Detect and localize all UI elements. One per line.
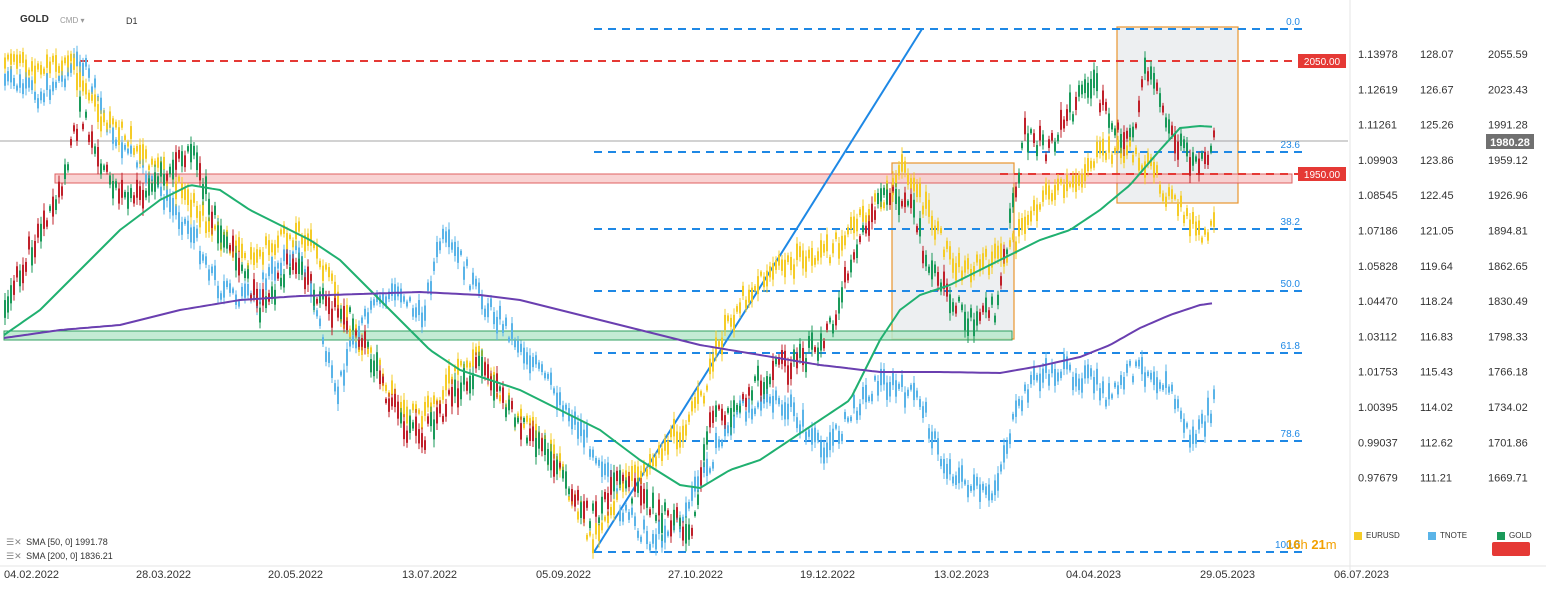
legend-eurusd: EURUSD (1354, 531, 1400, 540)
x-axis-tick: 20.05.2022 (268, 569, 323, 581)
axis-tick-tnote: 118.24 (1420, 296, 1453, 308)
price-label-1950: 1950.00 (1298, 167, 1346, 181)
symbol-label: GOLD (20, 14, 49, 25)
axis-tick-gold: 1701.86 (1488, 437, 1528, 449)
x-axis-tick: 04.02.2022 (4, 569, 59, 581)
axis-tick-gold: 1926.96 (1488, 190, 1528, 202)
axis-tick-tnote: 114.02 (1420, 402, 1453, 414)
axis-tick-tnote: 115.43 (1420, 367, 1453, 379)
axis-tick-tnote: 111.21 (1420, 473, 1452, 485)
axis-tick-eurusd: 1.05828 (1358, 261, 1398, 273)
fib-label-23.6: 23.6 (1281, 140, 1301, 151)
axis-tick-gold: 2055.59 (1488, 49, 1528, 61)
axis-tick-gold: 1894.81 (1488, 226, 1528, 238)
x-axis-tick: 05.09.2022 (536, 569, 591, 581)
svg-text:1950.00: 1950.00 (1304, 170, 1341, 181)
axis-tick-eurusd: 1.11261 (1358, 120, 1397, 132)
x-axis-tick: 13.02.2023 (934, 569, 989, 581)
axis-tick-gold: 1830.49 (1488, 296, 1528, 308)
sma-200-line (3, 290, 1213, 375)
axis-tick-eurusd: 1.13978 (1358, 49, 1398, 61)
series-eurusd (4, 47, 1215, 559)
axis-tick-eurusd: 1.12619 (1358, 84, 1398, 96)
legend-tnote: TNOTE (1428, 531, 1467, 540)
axis-tick-gold: 1798.33 (1488, 331, 1528, 343)
axis-tick-gold: 1862.65 (1488, 261, 1528, 273)
price-label-2050: 2050.00 (1298, 54, 1346, 68)
x-axis-tick: 06.07.2023 (1334, 569, 1389, 581)
candle-countdown: 16h 21m (1286, 537, 1337, 552)
fib-label-61.8: 61.8 (1281, 341, 1301, 352)
sma-menu-icon[interactable]: ☰✕ (6, 551, 22, 561)
x-axis-tick: 13.07.2022 (402, 569, 457, 581)
x-axis-tick: 27.10.2022 (668, 569, 723, 581)
axis-tick-tnote: 126.67 (1420, 84, 1454, 96)
svg-text:2050.00: 2050.00 (1304, 57, 1341, 68)
fib-label-0.0: 0.0 (1286, 17, 1300, 28)
x-axis-tick: 28.03.2022 (136, 569, 191, 581)
axis-tick-eurusd: 1.07186 (1358, 226, 1398, 238)
fib-label-38.2: 38.2 (1281, 217, 1301, 228)
axis-tick-gold: 1766.18 (1488, 367, 1528, 379)
legend-gold: GOLD (1497, 531, 1532, 540)
axis-tick-tnote: 119.64 (1420, 261, 1453, 273)
fib-label-50.0: 50.0 (1281, 279, 1301, 290)
axis-tick-eurusd: 0.99037 (1358, 437, 1398, 449)
axis-tick-gold: 1734.02 (1488, 402, 1528, 414)
axis-tick-tnote: 121.05 (1420, 226, 1454, 238)
axis-tick-eurusd: 1.09903 (1358, 155, 1398, 167)
axis-tick-eurusd: 1.08545 (1358, 190, 1398, 202)
series-gold (4, 51, 1215, 552)
axis-tick-eurusd: 1.00395 (1358, 402, 1398, 414)
axis-tick-tnote: 122.45 (1420, 190, 1454, 202)
axis-tick-gold: 2023.43 (1488, 84, 1528, 96)
current-price-tag: 1980.28 (1486, 134, 1534, 149)
axis-tick-gold: 1991.28 (1488, 120, 1528, 132)
axis-tick-eurusd: 1.03112 (1358, 331, 1397, 343)
source-label: CMD ▾ (60, 16, 85, 25)
x-axis-tick: 19.12.2022 (800, 569, 855, 581)
resistance-zone (54, 173, 1293, 184)
timeframe-label[interactable]: D1 (126, 16, 138, 26)
axis-tick-eurusd: 0.97679 (1358, 473, 1398, 485)
sma-50-line (3, 124, 1213, 490)
x-axis-tick: 29.05.2023 (1200, 569, 1255, 581)
axis-tick-tnote: 112.62 (1420, 437, 1453, 449)
series-tnote (4, 45, 1215, 556)
axis-tick-tnote: 123.86 (1420, 155, 1454, 167)
fib-label-100.0: 100.0 (1275, 540, 1300, 551)
source-dropdown-icon[interactable]: ▾ (80, 16, 85, 25)
price-alert-badge[interactable] (1492, 542, 1530, 556)
axis-tick-eurusd: 1.01753 (1358, 367, 1398, 379)
axis-tick-tnote: 116.83 (1420, 331, 1453, 343)
sma-50-legend[interactable]: ☰✕ SMA [50, 0] 1991.78 (6, 537, 108, 547)
axis-tick-eurusd: 1.04470 (1358, 296, 1398, 308)
axis-tick-tnote: 125.26 (1420, 120, 1454, 132)
axis-tick-tnote: 128.07 (1420, 49, 1454, 61)
sma-menu-icon[interactable]: ☰✕ (6, 537, 22, 547)
axis-tick-gold: 1959.12 (1488, 155, 1528, 167)
fib-label-78.6: 78.6 (1281, 429, 1301, 440)
axis-tick-gold: 1669.71 (1488, 473, 1528, 485)
sma-200-legend[interactable]: ☰✕ SMA [200, 0] 1836.21 (6, 551, 113, 561)
svg-text:1980.28: 1980.28 (1490, 137, 1530, 149)
x-axis-tick: 04.04.2023 (1066, 569, 1121, 581)
